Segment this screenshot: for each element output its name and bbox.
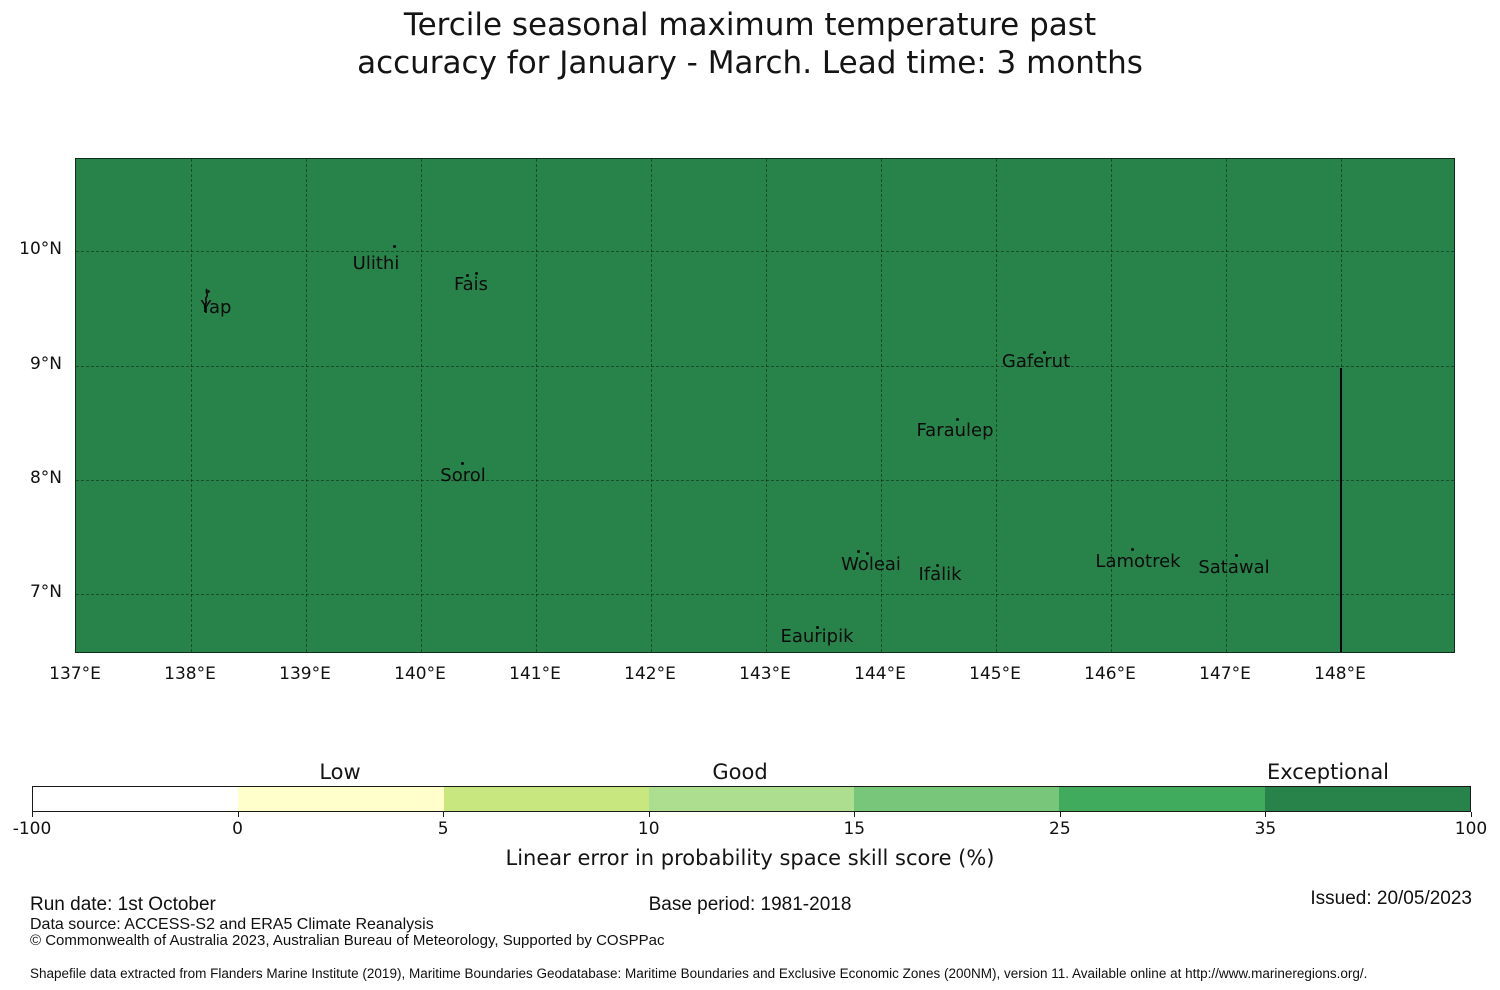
x-axis-tick: 144°E xyxy=(854,664,906,684)
copyright-text: © Commonwealth of Australia 2023, Austra… xyxy=(30,932,665,949)
colorbar xyxy=(32,786,1471,812)
colorbar-tick xyxy=(1471,812,1472,817)
x-axis-tick: 139°E xyxy=(279,664,331,684)
island-label-yap: Yap xyxy=(200,297,232,318)
island-marker xyxy=(461,462,464,465)
colorbar-axis-label: Linear error in probability space skill … xyxy=(505,846,995,870)
colorbar-ticks: -100 0 5 10 15 25 35 100 xyxy=(13,812,1487,842)
colorbar-tick xyxy=(32,812,33,817)
gridline-vertical xyxy=(881,159,882,652)
gridline-vertical xyxy=(996,159,997,652)
gridline-horizontal xyxy=(76,251,1454,252)
yap-island-outline xyxy=(203,288,210,313)
island-marker xyxy=(857,550,860,553)
gridline-vertical xyxy=(536,159,537,652)
x-axis-tick: 146°E xyxy=(1084,664,1136,684)
gridline-vertical xyxy=(651,159,652,652)
island-label-faraulep: Faraulep xyxy=(916,420,994,441)
colorbar-tick-label: 35 xyxy=(1254,819,1277,839)
island-marker xyxy=(1235,554,1238,557)
y-axis-tick: 9°N xyxy=(29,354,62,374)
island-marker xyxy=(1043,351,1046,354)
island-label-woleai: Woleai xyxy=(841,554,901,575)
maritime-boundary-line xyxy=(1340,368,1342,652)
island-label-lamotrek: Lamotrek xyxy=(1095,551,1181,572)
colorbar-tick-label: 10 xyxy=(637,819,660,839)
x-axis-tick: 145°E xyxy=(969,664,1021,684)
island-marker xyxy=(936,564,939,567)
gridline-vertical xyxy=(191,159,192,652)
colorbar-tick-label: 0 xyxy=(232,819,243,839)
colorbar-tick xyxy=(237,812,239,817)
island-marker xyxy=(816,626,819,629)
colorbar-tick xyxy=(1059,812,1061,817)
colorbar-segment xyxy=(854,787,1060,811)
colorbar-segment xyxy=(33,787,239,811)
colorbar-category-labels: Low Good Exceptional xyxy=(0,760,1500,786)
island-label-sorol: Sorol xyxy=(440,465,486,486)
gridline-vertical xyxy=(1111,159,1112,652)
y-axis-tick: 8°N xyxy=(29,468,62,488)
gridline-horizontal xyxy=(76,480,1454,481)
gridline-horizontal xyxy=(76,366,1454,367)
gridline-vertical xyxy=(306,159,307,652)
issued-date-text: Issued: 20/05/2023 xyxy=(1310,888,1472,909)
colorbar-category-exceptional: Exceptional xyxy=(1266,760,1390,784)
shapefile-note-text: Shapefile data extracted from Flanders M… xyxy=(30,966,1368,981)
colorbar-tick xyxy=(443,812,445,817)
island-label-gaferut: Gaferut xyxy=(1001,351,1071,372)
island-label-ulithi: Ulithi xyxy=(352,253,400,274)
chart-title: Tercile seasonal maximum temperature pas… xyxy=(0,6,1500,82)
x-axis-tick: 148°E xyxy=(1314,664,1366,684)
colorbar-tick xyxy=(648,812,650,817)
x-axis-tick: 138°E xyxy=(164,664,216,684)
island-marker xyxy=(466,274,469,277)
gridline-vertical xyxy=(1226,159,1227,652)
island-marker xyxy=(393,245,396,248)
chart-title-line1: Tercile seasonal maximum temperature pas… xyxy=(403,7,1097,43)
colorbar-segment xyxy=(1059,787,1265,811)
x-axis-tick: 140°E xyxy=(394,664,446,684)
colorbar-segment xyxy=(648,787,855,811)
island-label-eauripik: Eauripik xyxy=(780,626,854,647)
gridline-vertical xyxy=(421,159,422,652)
island-label-ifalik: Ifalik xyxy=(918,564,962,585)
island-label-satawal: Satawal xyxy=(1198,557,1270,578)
island-marker xyxy=(475,272,478,275)
colorbar-tick-label: -100 xyxy=(12,819,52,839)
colorbar-segment xyxy=(238,787,444,811)
data-source-text: Data source: ACCESS-S2 and ERA5 Climate … xyxy=(30,916,434,933)
colorbar-segment xyxy=(1264,787,1470,811)
x-axis-tick: 137°E xyxy=(49,664,101,684)
colorbar-segment xyxy=(443,787,649,811)
x-axis-tick: 143°E xyxy=(739,664,791,684)
colorbar-category-good: Good xyxy=(712,760,768,784)
chart-title-line2: accuracy for January - March. Lead time:… xyxy=(357,45,1143,81)
island-marker xyxy=(866,552,869,555)
island-marker xyxy=(1131,548,1134,551)
colorbar-tick-label: 15 xyxy=(843,819,866,839)
y-axis-tick: 7°N xyxy=(29,582,62,602)
x-axis-tick: 141°E xyxy=(509,664,561,684)
x-axis-tick: 147°E xyxy=(1199,664,1251,684)
colorbar-tick-label: 100 xyxy=(1454,819,1488,839)
island-marker xyxy=(956,418,959,421)
run-date-text: Run date: 1st October xyxy=(30,894,216,915)
base-period-text: Base period: 1981-2018 xyxy=(648,894,852,915)
colorbar-tick xyxy=(854,812,856,817)
map-panel xyxy=(75,158,1455,653)
colorbar-tick-label: 25 xyxy=(1049,819,1071,839)
gridline-horizontal xyxy=(76,594,1454,595)
island-label-fais: Fais xyxy=(453,274,489,295)
colorbar-category-low: Low xyxy=(319,760,361,784)
gridline-vertical xyxy=(766,159,767,652)
colorbar-tick-label: 5 xyxy=(437,819,449,839)
y-axis-tick: 10°N xyxy=(19,239,62,259)
colorbar-tick xyxy=(1265,812,1267,817)
x-axis-tick: 142°E xyxy=(624,664,676,684)
